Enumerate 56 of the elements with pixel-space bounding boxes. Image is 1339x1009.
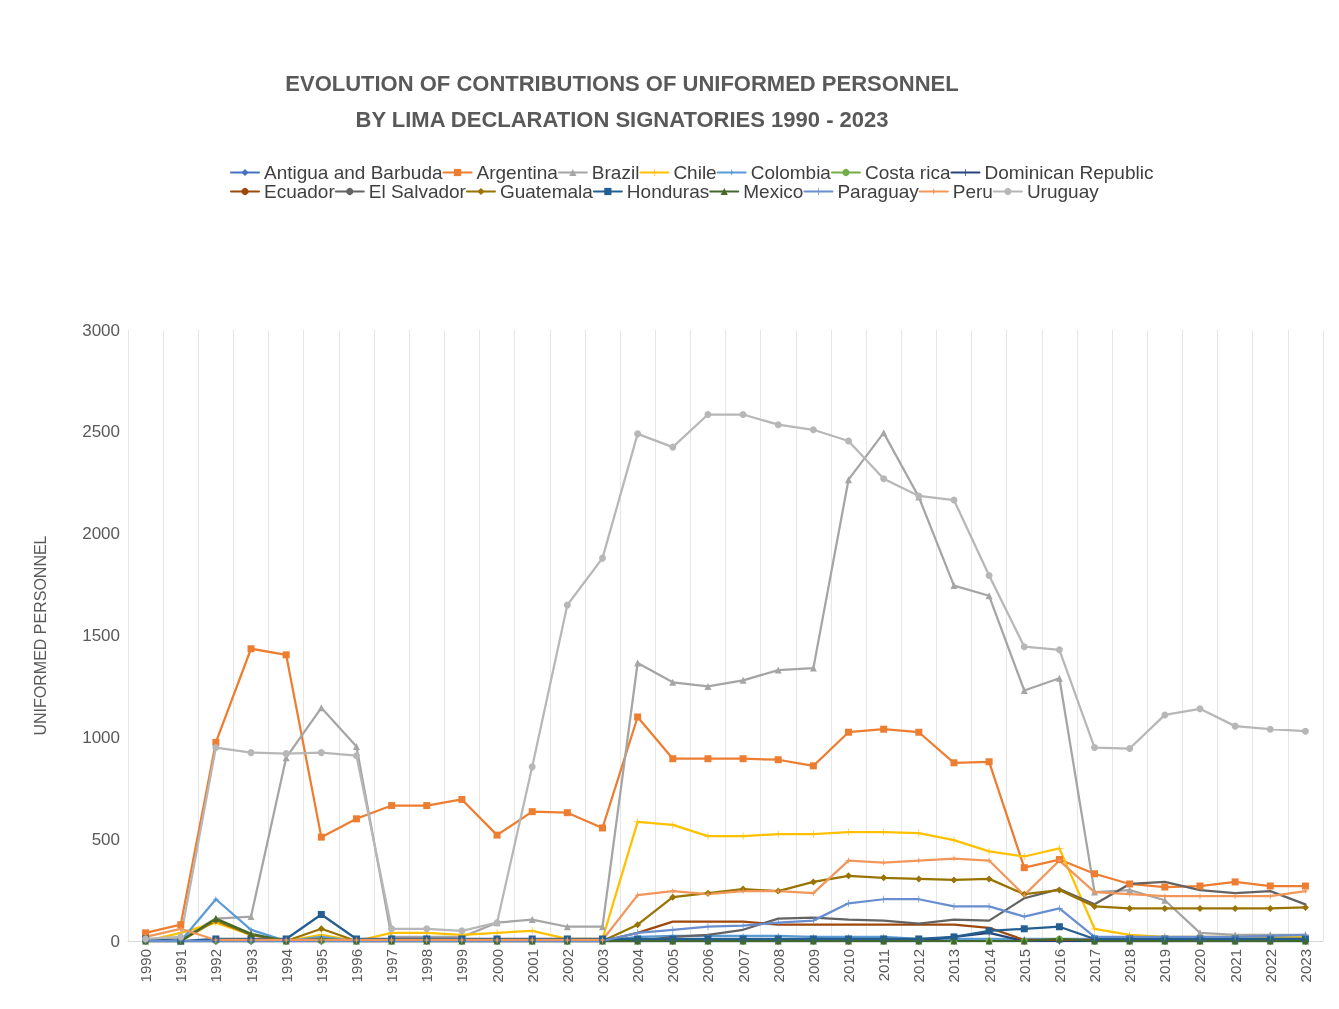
- legend-label: Brazil: [591, 162, 640, 183]
- legend-label: Colombia: [750, 162, 832, 183]
- legend-label: Argentina: [476, 162, 559, 183]
- x-tick-label: 2012: [910, 949, 928, 983]
- x-tick-label: 2008: [769, 949, 787, 983]
- y-tick-label: 1500: [82, 626, 120, 645]
- x-tick-label: 1992: [207, 949, 225, 983]
- x-tick-label: 1997: [383, 949, 401, 983]
- legend-label: Antigua and Barbuda: [264, 162, 443, 183]
- x-tick-label: 2000: [488, 949, 506, 983]
- y-axis-title: UNIFORMED PERSONNEL: [31, 535, 49, 736]
- legend-label: Chile: [673, 162, 717, 183]
- x-tick-label: 1996: [347, 949, 365, 983]
- legend-label: Paraguay: [837, 181, 920, 202]
- legend-label: Costa rica: [864, 162, 951, 183]
- x-tick-label: 2003: [593, 949, 611, 983]
- y-tick-label: 1000: [82, 727, 120, 747]
- x-tick-label: 1998: [418, 949, 436, 983]
- legend-label: El Salvador: [368, 181, 467, 202]
- x-tick-label: 2017: [1086, 949, 1104, 983]
- x-tick-label: 2023: [1296, 949, 1314, 983]
- x-tick-label: 2021: [1226, 949, 1244, 983]
- legend-label: Uruguay: [1026, 181, 1100, 202]
- y-tick-label: 3000: [82, 320, 120, 340]
- x-tick-label: 2020: [1191, 949, 1209, 983]
- x-tick-label: 2004: [629, 949, 647, 983]
- x-tick-label: 2018: [1121, 949, 1139, 983]
- y-tick-label: 500: [91, 829, 120, 849]
- x-tick-label: 2013: [945, 949, 963, 983]
- x-tick-label: 1991: [172, 949, 190, 983]
- x-tick-label: 2007: [734, 949, 752, 983]
- x-tick-label: 2001: [523, 949, 541, 983]
- y-tick-label: 0: [110, 931, 120, 951]
- x-tick-label: 2009: [804, 949, 822, 983]
- x-tick-label: 2019: [1156, 949, 1174, 983]
- x-tick-label: 2010: [840, 949, 858, 983]
- x-tick-label: 1990: [137, 949, 155, 983]
- y-tick-label: 2000: [82, 524, 120, 544]
- x-tick-label: 2006: [699, 949, 717, 983]
- legend-label: Dominican Republic: [984, 162, 1154, 183]
- x-tick-label: 2015: [1015, 949, 1033, 983]
- legend-label: Peru: [952, 181, 993, 202]
- x-tick-label: 2011: [875, 949, 893, 982]
- x-tick-label: 2016: [1050, 949, 1068, 983]
- x-tick-label: 2022: [1261, 949, 1279, 983]
- x-tick-label: 2014: [980, 949, 998, 983]
- x-tick-label: 1999: [453, 949, 471, 983]
- x-tick-label: 2005: [664, 949, 682, 983]
- x-tick-label: 2002: [558, 949, 576, 983]
- y-tick-label: 2500: [82, 422, 120, 442]
- x-tick-label: 1994: [277, 949, 295, 983]
- x-tick-label: 1993: [242, 949, 260, 983]
- legend-label: Mexico: [743, 181, 804, 202]
- x-tick-label: 1995: [312, 949, 330, 983]
- legend-label: Honduras: [626, 181, 710, 202]
- chart-title: EVOLUTION OF CONTRIBUTIONS OF UNIFORMED PERSONNEL BY LIMA DECLARATION SIGNATORIES 1990 - 2023: [285, 70, 959, 132]
